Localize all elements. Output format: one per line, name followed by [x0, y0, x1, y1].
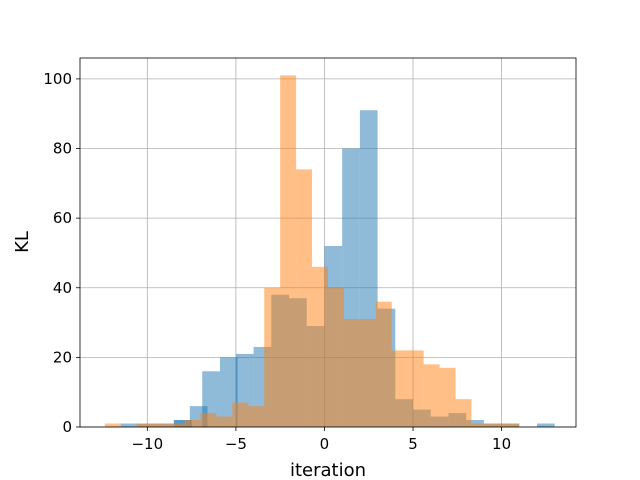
histogram-bar: [168, 423, 185, 427]
histogram-bar: [359, 319, 376, 427]
histogram-bar: [407, 350, 424, 427]
histogram-bar: [312, 266, 328, 427]
histogram-bar: [439, 367, 456, 427]
x-tick-label: 5: [408, 435, 418, 453]
histogram-bar: [503, 423, 520, 427]
y-tick-label: 40: [53, 279, 72, 297]
series-2-bars: [104, 75, 520, 427]
x-tick-label: 0: [320, 435, 330, 453]
x-tick-label: −5: [225, 435, 247, 453]
histogram-bar: [296, 169, 313, 427]
histogram-bar: [455, 399, 472, 427]
histogram-bar: [343, 319, 360, 427]
histogram-bar: [184, 420, 201, 427]
histogram-bar: [423, 364, 440, 427]
histogram-bar: [391, 350, 408, 427]
histogram-bars: [104, 75, 555, 427]
y-tick-label: 80: [53, 140, 72, 158]
histogram-bar: [328, 287, 344, 427]
histogram-bar: [152, 423, 169, 427]
histogram-bar: [264, 287, 281, 427]
histogram-bar: [280, 75, 297, 427]
histogram-bar: [537, 423, 555, 427]
histogram-bar: [471, 423, 488, 427]
histogram-bar: [487, 423, 504, 427]
plot-frame: [79, 57, 577, 428]
y-axis-label: KL: [12, 231, 33, 253]
y-tick-label: 60: [53, 209, 72, 227]
x-axis-label: iteration: [290, 460, 366, 480]
y-tick-label: 0: [62, 418, 72, 436]
y-tick-label: 20: [53, 348, 72, 366]
x-tick-label: −10: [131, 435, 163, 453]
histogram-bar: [136, 423, 153, 427]
histogram-bar: [248, 406, 265, 427]
y-tick-label: 100: [43, 70, 72, 88]
histogram-bar: [216, 416, 233, 427]
histogram-bar: [232, 402, 249, 427]
histogram-bar: [375, 301, 392, 427]
histogram-bar: [200, 413, 217, 427]
x-tick-label: 10: [492, 435, 511, 453]
histogram-bar: [120, 423, 139, 427]
histogram-bar: [104, 423, 121, 427]
